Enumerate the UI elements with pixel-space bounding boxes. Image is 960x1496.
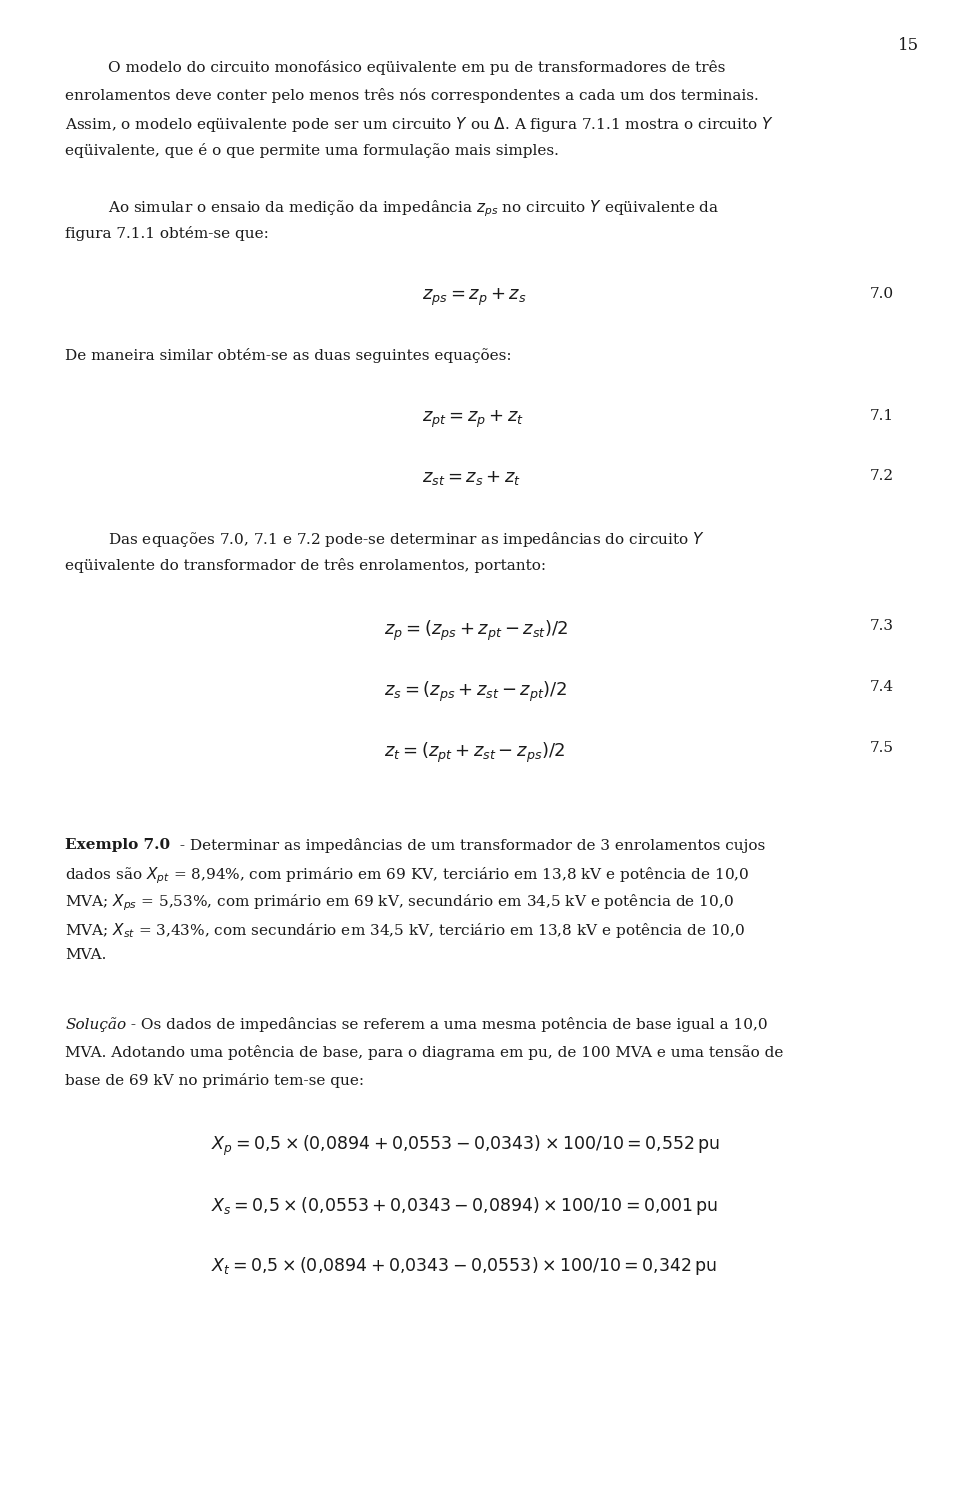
Text: Exemplo 7.0: Exemplo 7.0 bbox=[65, 838, 171, 851]
Text: eqüivalente, que é o que permite uma formulação mais simples.: eqüivalente, que é o que permite uma for… bbox=[65, 144, 559, 159]
Text: Assim, o modelo eqüivalente pode ser um circuito $Y$ ou $\Delta$. A figura 7.1.1: Assim, o modelo eqüivalente pode ser um … bbox=[65, 115, 775, 135]
Text: Ao simular o ensaio da medição da impedância $z_{ps}$ no circuito $Y$ eqüivalent: Ao simular o ensaio da medição da impedâ… bbox=[108, 199, 719, 218]
Text: O modelo do circuito monofásico eqüivalente em pu de transformadores de três: O modelo do circuito monofásico eqüivale… bbox=[108, 60, 725, 75]
Text: 15: 15 bbox=[898, 37, 919, 54]
Text: base de 69 kV no primário tem-se que:: base de 69 kV no primário tem-se que: bbox=[65, 1073, 365, 1088]
Text: $z_p = (z_{ps} + z_{pt} - z_{st})/2$: $z_p = (z_{ps} + z_{pt} - z_{st})/2$ bbox=[384, 619, 568, 643]
Text: 7.3: 7.3 bbox=[870, 619, 894, 633]
Text: $X_p = 0{,}5\times(0{,}0894 + 0{,}0553 - 0{,}0343)\times100/10 = 0{,}552\,\mathr: $X_p = 0{,}5\times(0{,}0894 + 0{,}0553 -… bbox=[211, 1134, 720, 1158]
Text: dados são $X_{pt}$ = 8,94%, com primário em 69 KV, terciário em 13,8 kV e potênc: dados são $X_{pt}$ = 8,94%, com primário… bbox=[65, 865, 750, 886]
Text: MVA. Adotando uma potência de base, para o diagrama em pu, de 100 MVA e uma tens: MVA. Adotando uma potência de base, para… bbox=[65, 1046, 783, 1061]
Text: MVA; $X_{st}$ = 3,43%, com secundário em 34,5 kV, terciário em 13,8 kV e potênci: MVA; $X_{st}$ = 3,43%, com secundário em… bbox=[65, 920, 746, 939]
Text: figura 7.1.1 obtém-se que:: figura 7.1.1 obtém-se que: bbox=[65, 226, 269, 241]
Text: De maneira similar obtém-se as duas seguintes equações:: De maneira similar obtém-se as duas segu… bbox=[65, 347, 512, 362]
Text: 7.1: 7.1 bbox=[870, 408, 894, 422]
Text: 7.4: 7.4 bbox=[870, 679, 894, 694]
Text: $z_{ps} = z_p + z_s$: $z_{ps} = z_p + z_s$ bbox=[422, 287, 527, 308]
Text: $z_s = (z_{ps} + z_{st} - z_{pt})/2$: $z_s = (z_{ps} + z_{st} - z_{pt})/2$ bbox=[384, 679, 567, 705]
Text: Das equações 7.0, 7.1 e 7.2 pode-se determinar as impedâncias do circuito $Y$: Das equações 7.0, 7.1 e 7.2 pode-se dete… bbox=[108, 530, 705, 549]
Text: $X_t = 0{,}5\times(0{,}0894 + 0{,}0343 - 0{,}0553)\times100/10 = 0{,}342\,\mathr: $X_t = 0{,}5\times(0{,}0894 + 0{,}0343 -… bbox=[211, 1255, 717, 1278]
Text: 7.0: 7.0 bbox=[870, 287, 894, 301]
Text: eqüivalente do transformador de três enrolamentos, portanto:: eqüivalente do transformador de três enr… bbox=[65, 558, 546, 573]
Text: $z_{st} = z_s + z_t$: $z_{st} = z_s + z_t$ bbox=[422, 470, 521, 488]
Text: $X_s = 0{,}5\times(0{,}0553 + 0{,}0343 - 0{,}0894)\times100/10 = 0{,}001\,\mathr: $X_s = 0{,}5\times(0{,}0553 + 0{,}0343 -… bbox=[211, 1194, 718, 1216]
Text: Solução: Solução bbox=[65, 1017, 127, 1032]
Text: MVA; $X_{ps}$ = 5,53%, com primário em 69 kV, secundário em 34,5 kV e potência d: MVA; $X_{ps}$ = 5,53%, com primário em 6… bbox=[65, 893, 734, 914]
Text: - Determinar as impedâncias de um transformador de 3 enrolamentos cujos: - Determinar as impedâncias de um transf… bbox=[175, 838, 765, 853]
Text: MVA.: MVA. bbox=[65, 948, 107, 962]
Text: - Os dados de impedâncias se referem a uma mesma potência de base igual a 10,0: - Os dados de impedâncias se referem a u… bbox=[126, 1017, 767, 1032]
Text: $z_{pt} = z_p + z_t$: $z_{pt} = z_p + z_t$ bbox=[422, 408, 524, 429]
Text: $z_t = (z_{pt} + z_{st} - z_{ps})/2$: $z_t = (z_{pt} + z_{st} - z_{ps})/2$ bbox=[384, 741, 565, 764]
Text: 7.5: 7.5 bbox=[870, 741, 894, 754]
Text: 7.2: 7.2 bbox=[870, 470, 894, 483]
Text: enrolamentos deve conter pelo menos três nós correspondentes a cada um dos termi: enrolamentos deve conter pelo menos três… bbox=[65, 88, 759, 103]
